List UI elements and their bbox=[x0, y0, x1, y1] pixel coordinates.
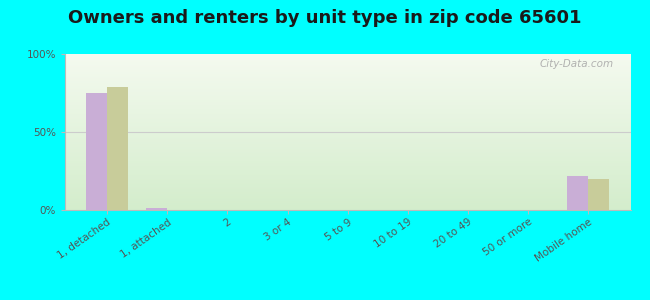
Text: Owners and renters by unit type in zip code 65601: Owners and renters by unit type in zip c… bbox=[68, 9, 582, 27]
Bar bbox=[588, 179, 610, 210]
Bar bbox=[146, 208, 167, 210]
Bar bbox=[107, 87, 128, 210]
Text: City-Data.com: City-Data.com bbox=[540, 59, 614, 69]
Bar bbox=[86, 93, 107, 210]
Bar bbox=[567, 176, 588, 210]
